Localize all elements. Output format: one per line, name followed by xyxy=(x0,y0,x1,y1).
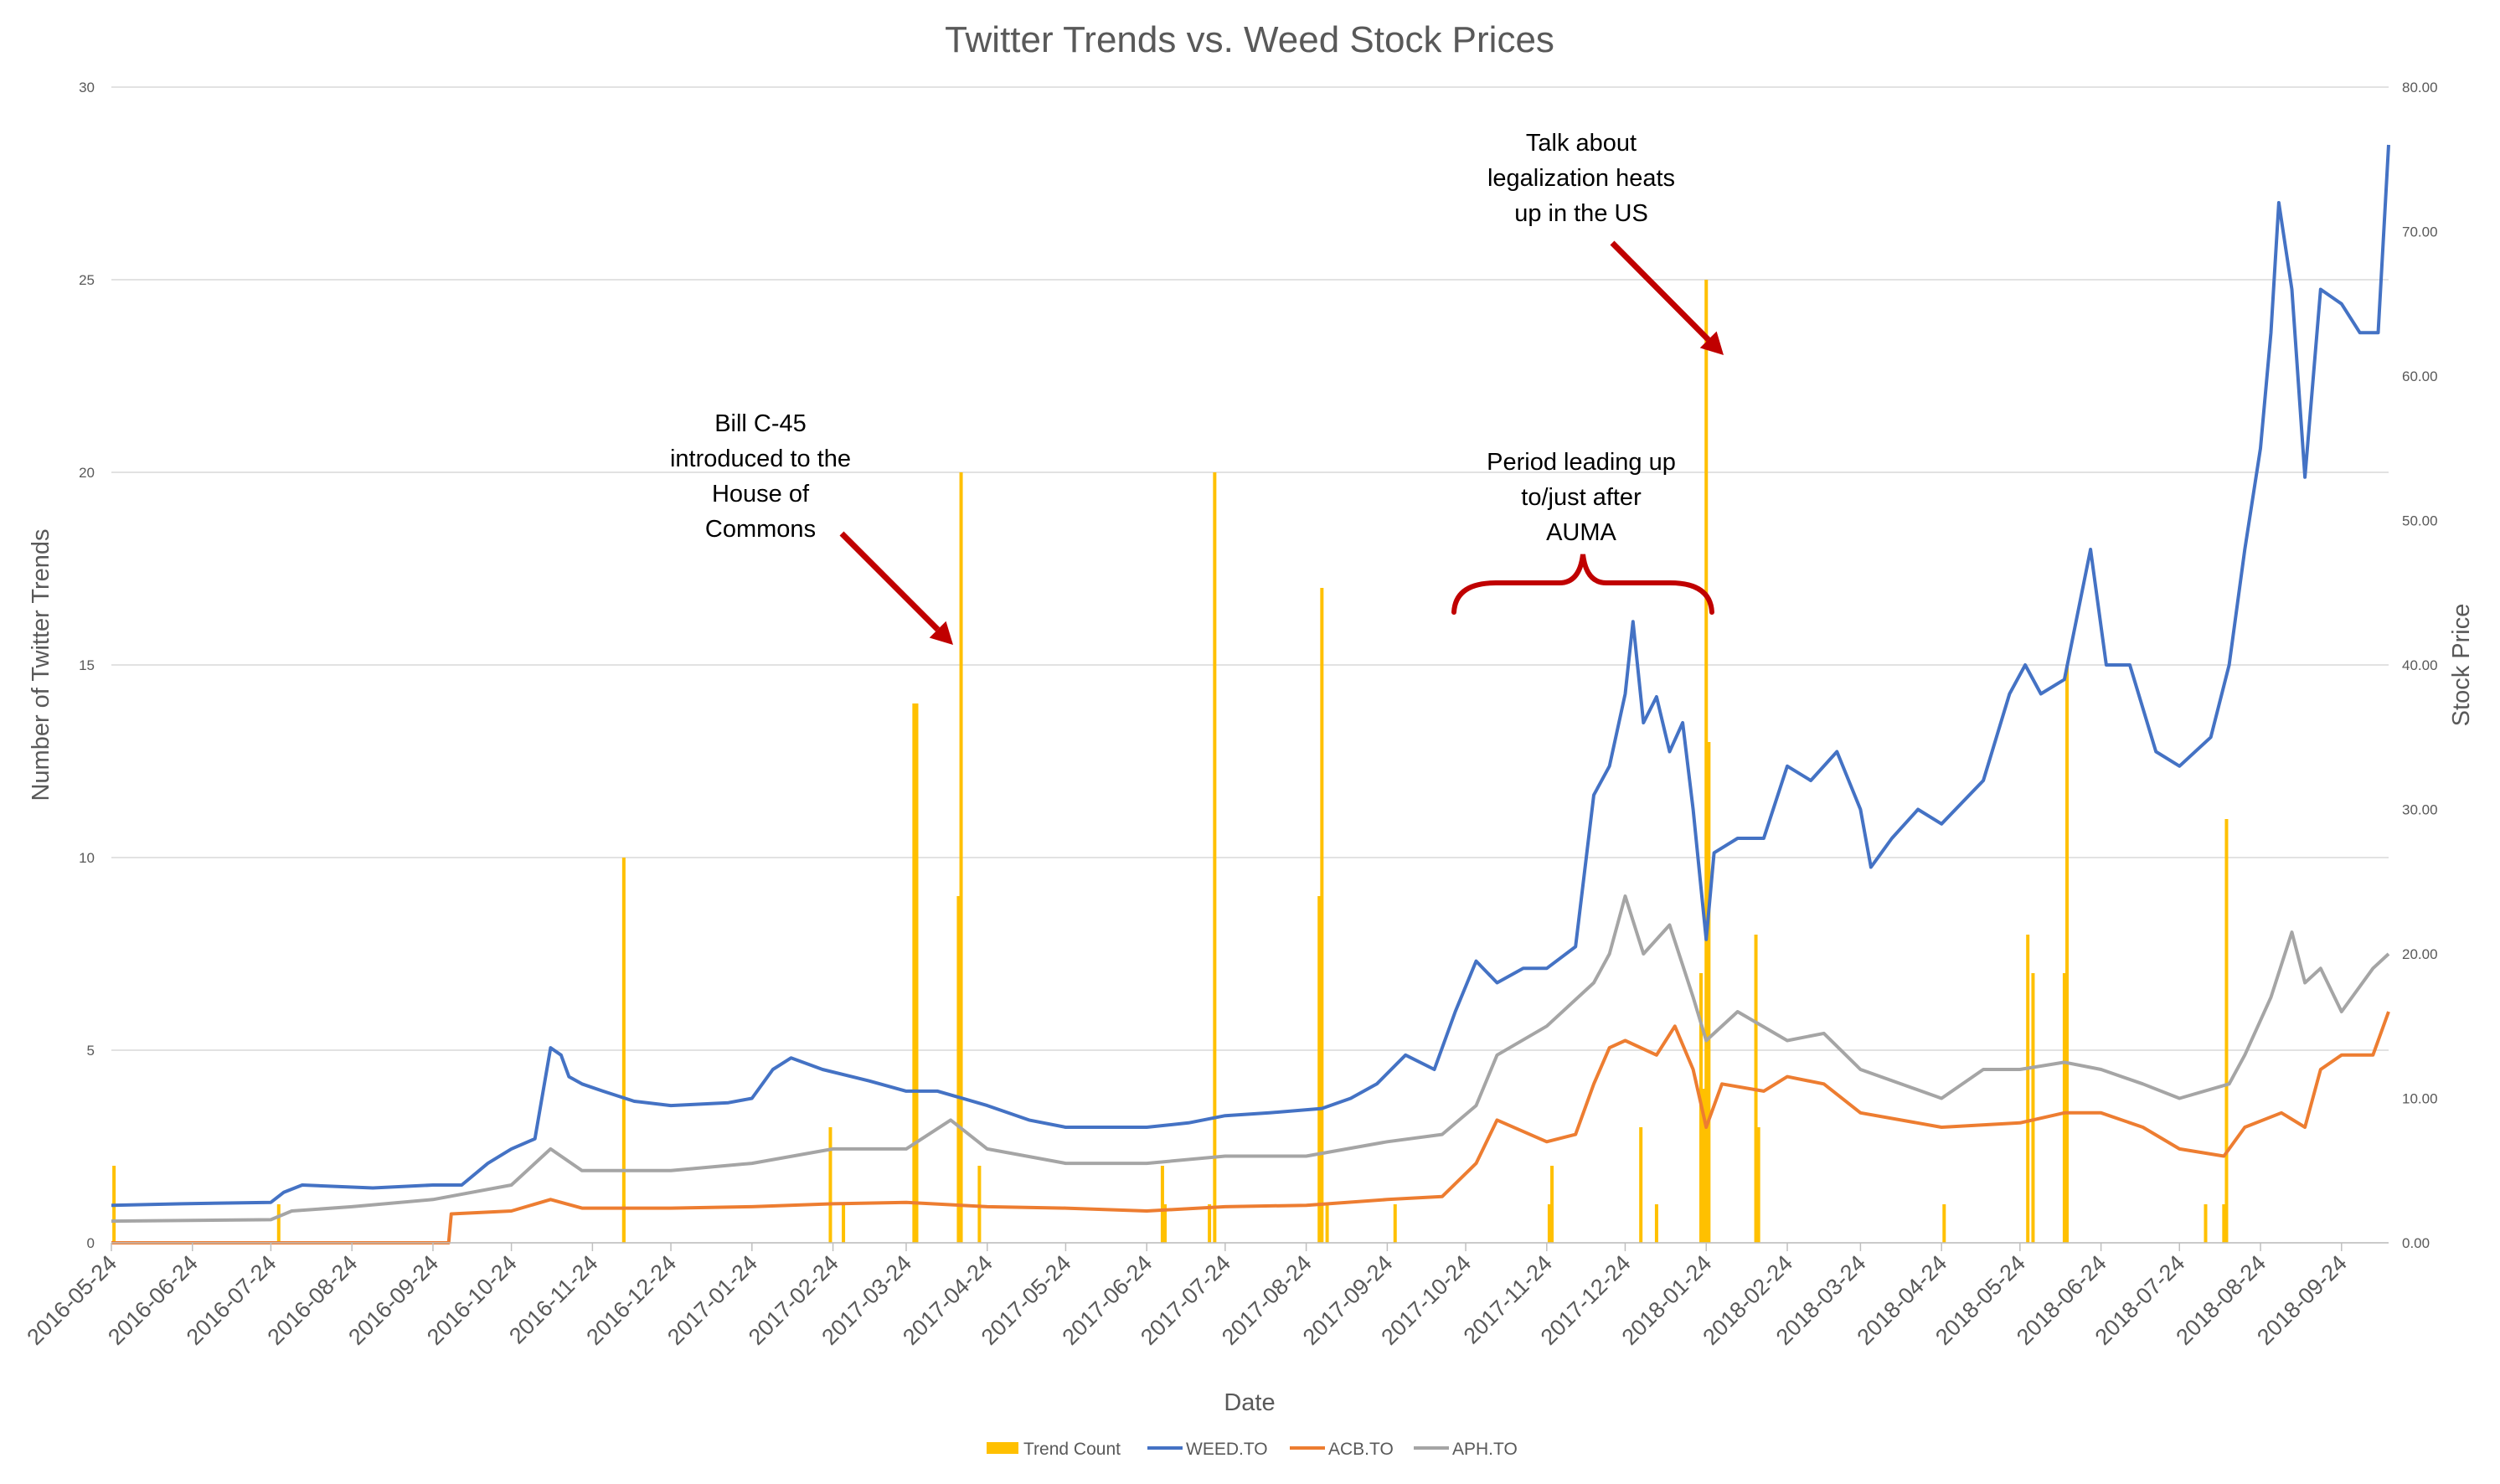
annotation-text: Bill C-45 introduced to the House of Common… xyxy=(670,410,851,543)
trend-count-bar xyxy=(2062,973,2066,1243)
annotation-text: Talk about legalization heats up in the US xyxy=(1487,130,1675,227)
annotation-line: House of xyxy=(712,481,810,508)
annotations: Bill C-45 introduced to the House of Common… xyxy=(670,130,1724,645)
trend-count-bar xyxy=(621,1204,626,1243)
right-y-tick-label: 70.00 xyxy=(2402,224,2438,240)
trend-count-bar xyxy=(959,472,963,1243)
trend-count-bar xyxy=(1320,588,1324,1243)
legend-label: Trend Count xyxy=(1023,1440,1121,1459)
right-y-tick-label: 10.00 xyxy=(2402,1091,2438,1107)
legend-label: APH.TO xyxy=(1452,1440,1518,1459)
legend-item: Trend Count xyxy=(987,1440,1121,1459)
legend-label: WEED.TO xyxy=(1186,1440,1268,1459)
trend-count-bar xyxy=(276,1204,281,1243)
annotation-line: AUMA xyxy=(1546,519,1616,546)
acb-to-line xyxy=(111,1011,2390,1244)
annotation-brace xyxy=(1451,554,1714,615)
legend-item: WEED.TO xyxy=(1147,1440,1268,1459)
trend-count-bar xyxy=(956,896,961,1243)
trend-count-bar xyxy=(1213,472,1217,1243)
trend-count-bar xyxy=(2224,819,2229,1243)
aph-to-line xyxy=(111,894,2390,1224)
legend-item: ACB.TO xyxy=(1290,1440,1394,1459)
left-y-tick-label: 5 xyxy=(87,1043,95,1059)
trend-count-bar xyxy=(2204,1204,2208,1243)
legend-swatch xyxy=(987,1442,1018,1454)
left-y-tick-label: 10 xyxy=(79,850,95,866)
right-y-tick-label: 20.00 xyxy=(2402,946,2438,962)
annotation-line: legalization heats xyxy=(1487,165,1675,192)
right-y-axis-title: Stock Price xyxy=(2448,604,2475,727)
left-y-tick-label: 30 xyxy=(79,80,95,95)
trend-count-bar xyxy=(1654,1204,1658,1243)
trend-count-bar xyxy=(1325,1204,1329,1243)
left-y-axis: 0 5 10 15 20 25 30 xyxy=(79,80,95,1251)
trend-count-bar xyxy=(2222,1204,2226,1243)
trend-count-bar xyxy=(2026,935,2030,1243)
trend-count-bar xyxy=(621,858,626,1243)
stock-price-lines xyxy=(111,144,2390,1244)
annotation-arrow xyxy=(1610,240,1724,355)
trend-count-bar xyxy=(1639,1127,1643,1243)
trend-count-bar xyxy=(2065,665,2070,1243)
left-y-axis-title: Number of Twitter Trends xyxy=(28,528,54,801)
trend-count-bar xyxy=(1317,896,1322,1243)
x-axis-title: Date xyxy=(1224,1389,1275,1416)
right-y-tick-label: 0.00 xyxy=(2402,1235,2430,1251)
trend-count-bar xyxy=(1704,280,1709,1243)
left-y-tick-label: 15 xyxy=(79,657,95,673)
left-y-tick-label: 0 xyxy=(87,1235,95,1251)
legend-item: APH.TO xyxy=(1414,1440,1518,1459)
trend-count-bar xyxy=(2031,973,2035,1243)
trend-count-bar xyxy=(915,703,919,1243)
chart-title: Twitter Trends vs. Weed Stock Prices xyxy=(945,19,1554,60)
right-y-tick-label: 30.00 xyxy=(2402,802,2438,818)
trend-count-bar xyxy=(1702,1089,1706,1243)
trend-count-bar xyxy=(1208,1204,1212,1243)
x-axis: 2016-05-242016-06-242016-07-242016-08-24… xyxy=(22,1242,2389,1350)
trend-count-bar xyxy=(1547,1204,1551,1243)
trend-count-bar xyxy=(912,703,916,1243)
annotation-line: Bill C-45 xyxy=(714,410,807,437)
legend-label: ACB.TO xyxy=(1328,1440,1394,1459)
annotation-line: Commons xyxy=(705,516,816,543)
legend: Trend Count WEED.TO ACB.TO APH.TO xyxy=(987,1440,1518,1459)
trend-count-bar xyxy=(1942,1204,1946,1243)
trend-count-bar xyxy=(1393,1204,1397,1243)
annotation-line: to/just after xyxy=(1521,484,1642,511)
right-y-tick-label: 40.00 xyxy=(2402,657,2438,673)
right-y-tick-label: 80.00 xyxy=(2402,80,2438,95)
left-y-tick-label: 20 xyxy=(79,465,95,481)
annotation-line: Talk about xyxy=(1526,130,1637,157)
trend-count-bar xyxy=(1550,1166,1554,1243)
annotation-line: Period leading up xyxy=(1487,449,1676,476)
gridlines xyxy=(111,86,2389,1244)
trend-count-bar xyxy=(1756,1127,1760,1243)
left-y-tick-label: 25 xyxy=(79,272,95,288)
annotation-arrow xyxy=(839,531,953,645)
right-y-tick-label: 60.00 xyxy=(2402,368,2438,384)
annotation-line: introduced to the xyxy=(670,446,851,472)
trend-count-bar xyxy=(842,1204,846,1243)
trend-count-bar xyxy=(828,1127,832,1243)
right-y-axis: 0.00 10.00 20.00 30.00 40.00 50.00 60.00 70.00 8… xyxy=(2402,80,2438,1251)
trend-count-bar xyxy=(1163,1204,1168,1243)
trend-count-bar xyxy=(1707,742,1711,1243)
trend-count-bar xyxy=(1160,1166,1164,1243)
right-y-tick-label: 50.00 xyxy=(2402,513,2438,529)
weed-to-line xyxy=(111,144,2390,1208)
trend-count-bars xyxy=(112,280,2229,1243)
annotation-line: up in the US xyxy=(1514,200,1648,227)
annotation-text: Period leading up to/just after AUMA xyxy=(1487,449,1676,546)
trend-count-bar xyxy=(977,1166,982,1243)
